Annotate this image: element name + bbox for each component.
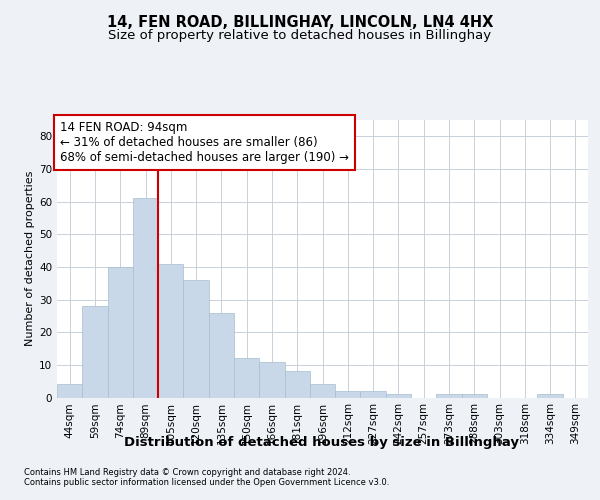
Bar — [259, 362, 284, 398]
Text: Contains public sector information licensed under the Open Government Licence v3: Contains public sector information licen… — [24, 478, 389, 487]
Text: Size of property relative to detached houses in Billinghay: Size of property relative to detached ho… — [109, 30, 491, 43]
Text: Contains HM Land Registry data © Crown copyright and database right 2024.: Contains HM Land Registry data © Crown c… — [24, 468, 350, 477]
Bar — [234, 358, 259, 398]
Text: 14, FEN ROAD, BILLINGHAY, LINCOLN, LN4 4HX: 14, FEN ROAD, BILLINGHAY, LINCOLN, LN4 4… — [107, 15, 493, 30]
Bar — [284, 372, 310, 398]
Bar — [133, 198, 158, 398]
Bar — [209, 312, 234, 398]
Y-axis label: Number of detached properties: Number of detached properties — [25, 171, 35, 346]
Bar — [538, 394, 563, 398]
Bar — [310, 384, 335, 398]
Bar — [107, 267, 133, 398]
Bar — [82, 306, 107, 398]
Bar — [335, 391, 361, 398]
Bar — [184, 280, 209, 398]
Bar — [361, 391, 386, 398]
Bar — [158, 264, 184, 398]
Text: Distribution of detached houses by size in Billinghay: Distribution of detached houses by size … — [124, 436, 518, 449]
Bar — [57, 384, 82, 398]
Bar — [436, 394, 461, 398]
Text: 14 FEN ROAD: 94sqm
← 31% of detached houses are smaller (86)
68% of semi-detache: 14 FEN ROAD: 94sqm ← 31% of detached hou… — [59, 122, 349, 164]
Bar — [386, 394, 411, 398]
Bar — [461, 394, 487, 398]
